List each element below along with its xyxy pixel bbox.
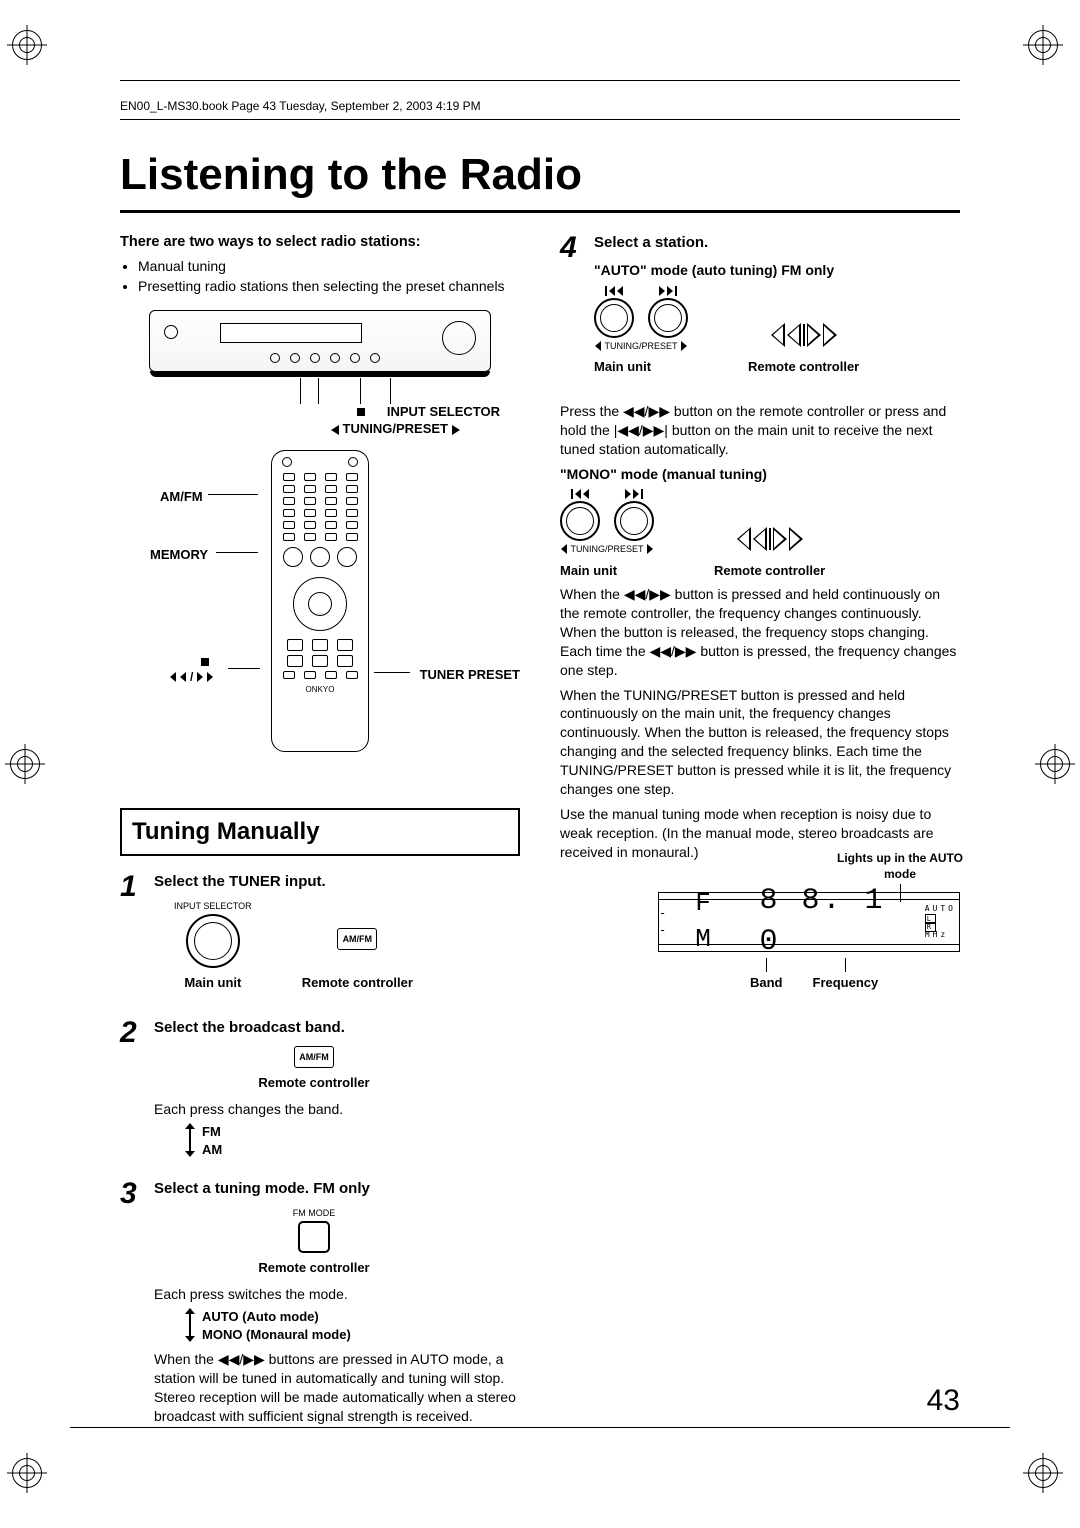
display-indicators: AUTO L R MHz (925, 905, 959, 939)
step-number: 2 (120, 1018, 154, 1159)
main-unit-dials: TUNING/PRESET Main unit (594, 286, 688, 376)
step-number: 1 (120, 872, 154, 998)
step-4: 4 Select a station. "AUTO" mode (auto tu… (560, 233, 960, 382)
step-number: 3 (120, 1179, 154, 1432)
page-title: Listening to the Radio (120, 150, 960, 200)
tuning-preset-tiny-label: TUNING/PRESET (604, 340, 677, 352)
amfm-callout: AM/FM (160, 488, 203, 506)
remote-caption: Remote controller (714, 562, 825, 580)
mode-cycle: AUTO (Auto mode) MONO (Monaural mode) (184, 1308, 520, 1344)
step-description: Each press switches the mode. (154, 1285, 520, 1304)
remote-caption: Remote controller (234, 1074, 394, 1092)
amfm-button-icon: AM/FM (294, 1046, 334, 1068)
dial-icon (648, 298, 688, 338)
skip-icon (737, 527, 803, 551)
step-title: Select a tuning mode. FM only (154, 1179, 520, 1199)
band-cycle: FM AM (184, 1123, 520, 1159)
remote-figure: ONKYO AM/FM MEMORY / TUNER PRESET (120, 450, 520, 780)
step-description: Each press changes the band. (154, 1100, 520, 1119)
tuner-preset-callout: TUNER PRESET (420, 666, 520, 684)
right-arrow-icon (452, 425, 460, 435)
stop-icon (357, 408, 365, 416)
step-title: Select the TUNER input. (154, 872, 520, 892)
tuning-preset-label: TUNING/PRESET (343, 421, 448, 438)
bullet-item: Presetting radio stations then selecting… (138, 277, 520, 296)
step-3: 3 Select a tuning mode. FM only FM MODE … (120, 1179, 520, 1432)
remote-skip-control: Remote controller (714, 527, 825, 579)
memory-callout: MEMORY (150, 546, 208, 564)
receiver-illustration (149, 310, 491, 372)
display-bottom-labels: Band Frequency (660, 958, 960, 992)
cycle-item: AM (202, 1141, 222, 1159)
dial-icon (186, 914, 240, 968)
mono-mode-paragraph-2: When the TUNING/PRESET button is pressed… (560, 686, 960, 799)
right-column: 4 Select a station. "AUTO" mode (auto tu… (560, 233, 960, 1452)
skip-icon (771, 323, 837, 347)
frequency-display: 8 8. 1 0 (759, 881, 910, 962)
page-number: 43 (927, 1384, 960, 1418)
amfm-button-icon: AM/FM (337, 928, 377, 950)
remote-caption: Remote controller (748, 358, 859, 376)
display-panel: - - F M 8 8. 1 0 AUTO L R MHz (658, 892, 960, 952)
auto-mode-heading: "AUTO" mode (auto tuning) FM only (594, 261, 960, 280)
left-arrow-icon (331, 425, 339, 435)
header-file-info: EN00_L-MS30.book Page 43 Tuesday, Septem… (120, 99, 1030, 113)
step-title: Select a station. (594, 233, 960, 253)
intro-heading: There are two ways to select radio stati… (120, 233, 520, 253)
step-1: 1 Select the TUNER input. INPUT SELECTOR… (120, 872, 520, 998)
cycle-item: MONO (Monaural mode) (202, 1326, 351, 1344)
left-column: There are two ways to select radio stati… (120, 233, 520, 1452)
remote-caption: Remote controller (234, 1259, 394, 1277)
fm-mode-tiny-label: FM MODE (234, 1207, 394, 1219)
main-unit-caption: Main unit (594, 358, 688, 376)
remote-illustration: ONKYO (271, 450, 369, 752)
band-label: Band (750, 975, 783, 990)
main-unit-control: INPUT SELECTOR Main unit (174, 900, 252, 992)
dial-icon (614, 501, 654, 541)
main-unit-caption: Main unit (174, 974, 252, 992)
tuning-preset-tiny-label: TUNING/PRESET (570, 543, 643, 555)
input-selector-tiny-label: INPUT SELECTOR (174, 900, 252, 912)
receiver-callouts: INPUT SELECTOR TUNING/PRESET (120, 404, 500, 439)
receiver-figure: INPUT SELECTOR TUNING/PRESET (120, 310, 520, 439)
main-unit-caption: Main unit (560, 562, 654, 580)
mono-mode-paragraph-1: When the ◀◀/▶▶ button is pressed and hel… (560, 585, 960, 679)
step-number: 4 (560, 233, 594, 382)
cycle-item: AUTO (Auto mode) (202, 1308, 351, 1326)
section-heading: Tuning Manually (132, 816, 508, 848)
section-tuning-manually: Tuning Manually (120, 808, 520, 856)
dial-icon (594, 298, 634, 338)
remote-caption: Remote controller (302, 974, 413, 992)
intro-bullets: Manual tuning Presetting radio stations … (138, 257, 520, 297)
main-unit-dials: TUNING/PRESET Main unit (560, 489, 654, 579)
step-paragraph: When the ◀◀/▶▶ buttons are pressed in AU… (154, 1350, 520, 1426)
remote-control: AM/FM Remote controller (302, 928, 413, 992)
bullet-item: Manual tuning (138, 257, 520, 276)
step-title: Select the broadcast band. (154, 1018, 520, 1038)
stop-skip-callout: / (170, 655, 213, 684)
mono-mode-heading: "MONO" mode (manual tuning) (560, 465, 960, 484)
input-selector-label: INPUT SELECTOR (387, 404, 500, 419)
fm-mode-button-icon (298, 1221, 330, 1253)
cycle-item: FM (202, 1123, 222, 1141)
frequency-label: Frequency (813, 975, 879, 990)
band-display: F M (695, 886, 745, 956)
step-2: 2 Select the broadcast band. AM/FM Remot… (120, 1018, 520, 1159)
dial-icon (560, 501, 600, 541)
remote-skip-control: Remote controller (748, 323, 859, 375)
auto-mode-paragraph: Press the ◀◀/▶▶ button on the remote con… (560, 402, 960, 459)
